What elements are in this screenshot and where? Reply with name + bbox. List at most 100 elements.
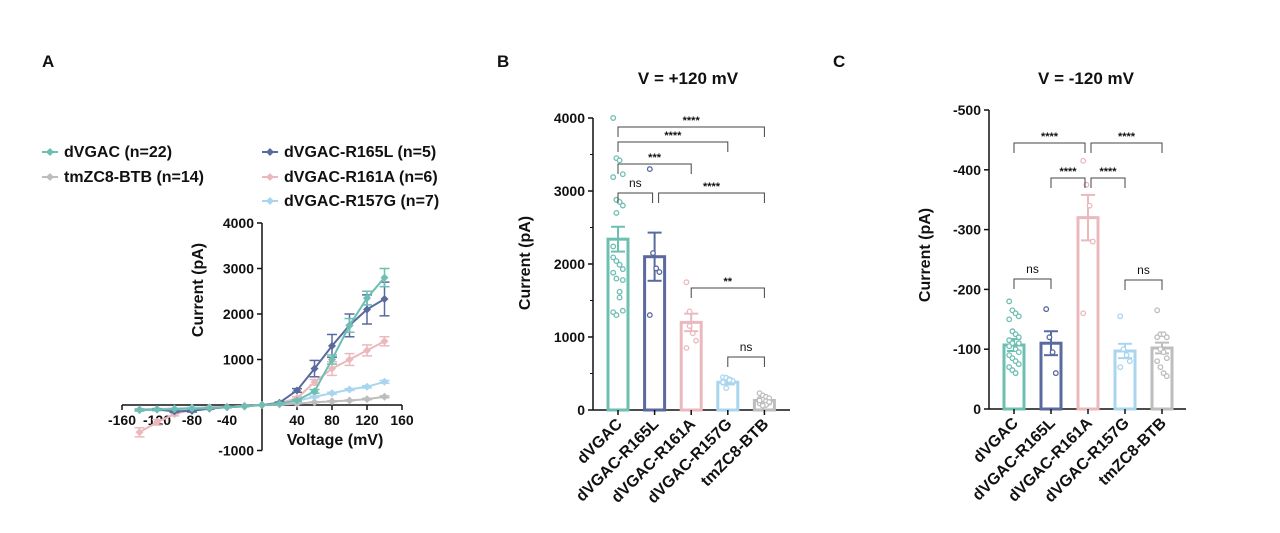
bar-group-dvgac-r161a [679,279,703,412]
bracket-line [727,356,765,367]
significance-bracket: ns [1124,263,1163,290]
legend-marker-icon [266,197,274,205]
data-point [153,418,161,427]
data-point [1163,334,1170,341]
y-tick-label: 1000 [223,352,254,368]
data-point [363,305,371,314]
legend-label: dVGAC-R165L (n=5) [284,144,436,161]
data-point [1086,202,1093,209]
y-tick-label: 3000 [554,183,585,199]
y-tick-label: -200 [953,281,981,297]
panel-a-iv-curve: A dVGAC (n=22) tmZC8-BTB (n=14) dVGAC-R165… [42,52,439,459]
y-axis-title: Current (pA) [917,208,934,302]
data-point [1160,349,1167,356]
data-point [1120,346,1127,353]
data-point [275,399,284,408]
data-point [689,330,696,337]
legend-item: dVGAC-R157G (n=7) [262,193,439,210]
data-point [328,397,336,406]
data-point [1015,334,1022,341]
data-point [1012,370,1019,377]
data-point [380,294,389,303]
y-axis-title: Current (pA) [190,243,207,337]
bracket-line [617,126,765,137]
data-point [345,396,354,405]
significance-bracket: **** [617,115,765,137]
data-point [619,202,626,209]
y-tick-label: 0 [973,401,981,417]
significance-label: **** [1041,131,1059,143]
significance-label: **** [1118,131,1136,143]
significance-label: **** [1099,166,1117,178]
data-point [616,288,623,295]
bar-group-dvgac [1002,298,1026,411]
data-point [345,355,354,364]
data-point [610,243,617,250]
data-point [1049,349,1056,356]
data-point [646,166,653,173]
data-point [610,254,617,261]
data-point [1052,370,1059,377]
y-tick-label: 1000 [554,329,585,345]
panel-c-bar-chart: C V = -120 mV 0 -100 -200 -300 -400 -500 Curre… [833,52,1186,506]
significance-bracket: ** [690,276,765,298]
legend-marker-icon [266,148,274,156]
significance-label: ns [740,340,753,354]
y-tick-label: 2000 [223,306,254,322]
significance-bracket: **** [1013,131,1086,153]
significance-bracket: **** [658,181,765,203]
bracket-line [617,192,654,203]
data-point [310,364,319,373]
significance-label: **** [1059,166,1077,178]
legend-label: dVGAC-R157G (n=7) [284,193,439,210]
significance-label: ** [724,276,733,288]
data-point [613,258,620,265]
data-point [683,279,690,286]
chart-title: V = +120 mV [638,69,739,88]
chart-title: V = -120 mV [1038,69,1135,88]
data-point [1080,310,1087,317]
bracket-line [1124,279,1163,290]
data-point [613,275,620,282]
significance-bracket: **** [1090,166,1126,188]
data-point [610,269,617,276]
data-point [756,397,763,404]
data-point [223,403,231,412]
y-tick-label: -400 [953,162,981,178]
bracket-line [690,287,765,298]
bar-group-dvgac [606,115,630,412]
data-point [610,115,617,121]
data-point [380,392,389,401]
significance-label: *** [648,152,662,164]
data-point [720,379,726,386]
x-axis-title: Voltage (mV) [287,432,384,449]
data-point [766,399,773,405]
y-tick-label: -1000 [218,443,254,459]
legend-marker-icon [46,173,54,181]
panel-label-a: A [42,52,54,71]
bar-group-dvgac-r157g [1113,313,1137,411]
bracket-line [1013,142,1086,153]
y-tick-label: -300 [953,222,981,238]
data-point [616,261,623,268]
data-point [619,277,626,284]
y-tick-label: 2000 [554,256,585,272]
legend-item: dVGAC-R165L (n=5) [262,144,436,161]
data-point [205,404,214,413]
legend-marker-icon [46,148,54,156]
bar-group-dvgac-r165l [643,166,667,412]
data-point [1163,355,1170,362]
data-point [135,406,144,415]
significance-bracket: **** [1050,166,1086,188]
data-point [653,265,660,272]
data-point [1043,306,1050,313]
data-point [619,266,626,273]
x-tick-label: 120 [355,412,379,428]
significance-bracket: ns [727,340,765,367]
data-point [1006,298,1013,305]
data-point [380,273,389,282]
data-point [363,346,371,355]
data-point [1015,313,1022,320]
y-axis-title: Current (pA) [517,216,534,310]
significance-label: ns [1137,263,1150,277]
